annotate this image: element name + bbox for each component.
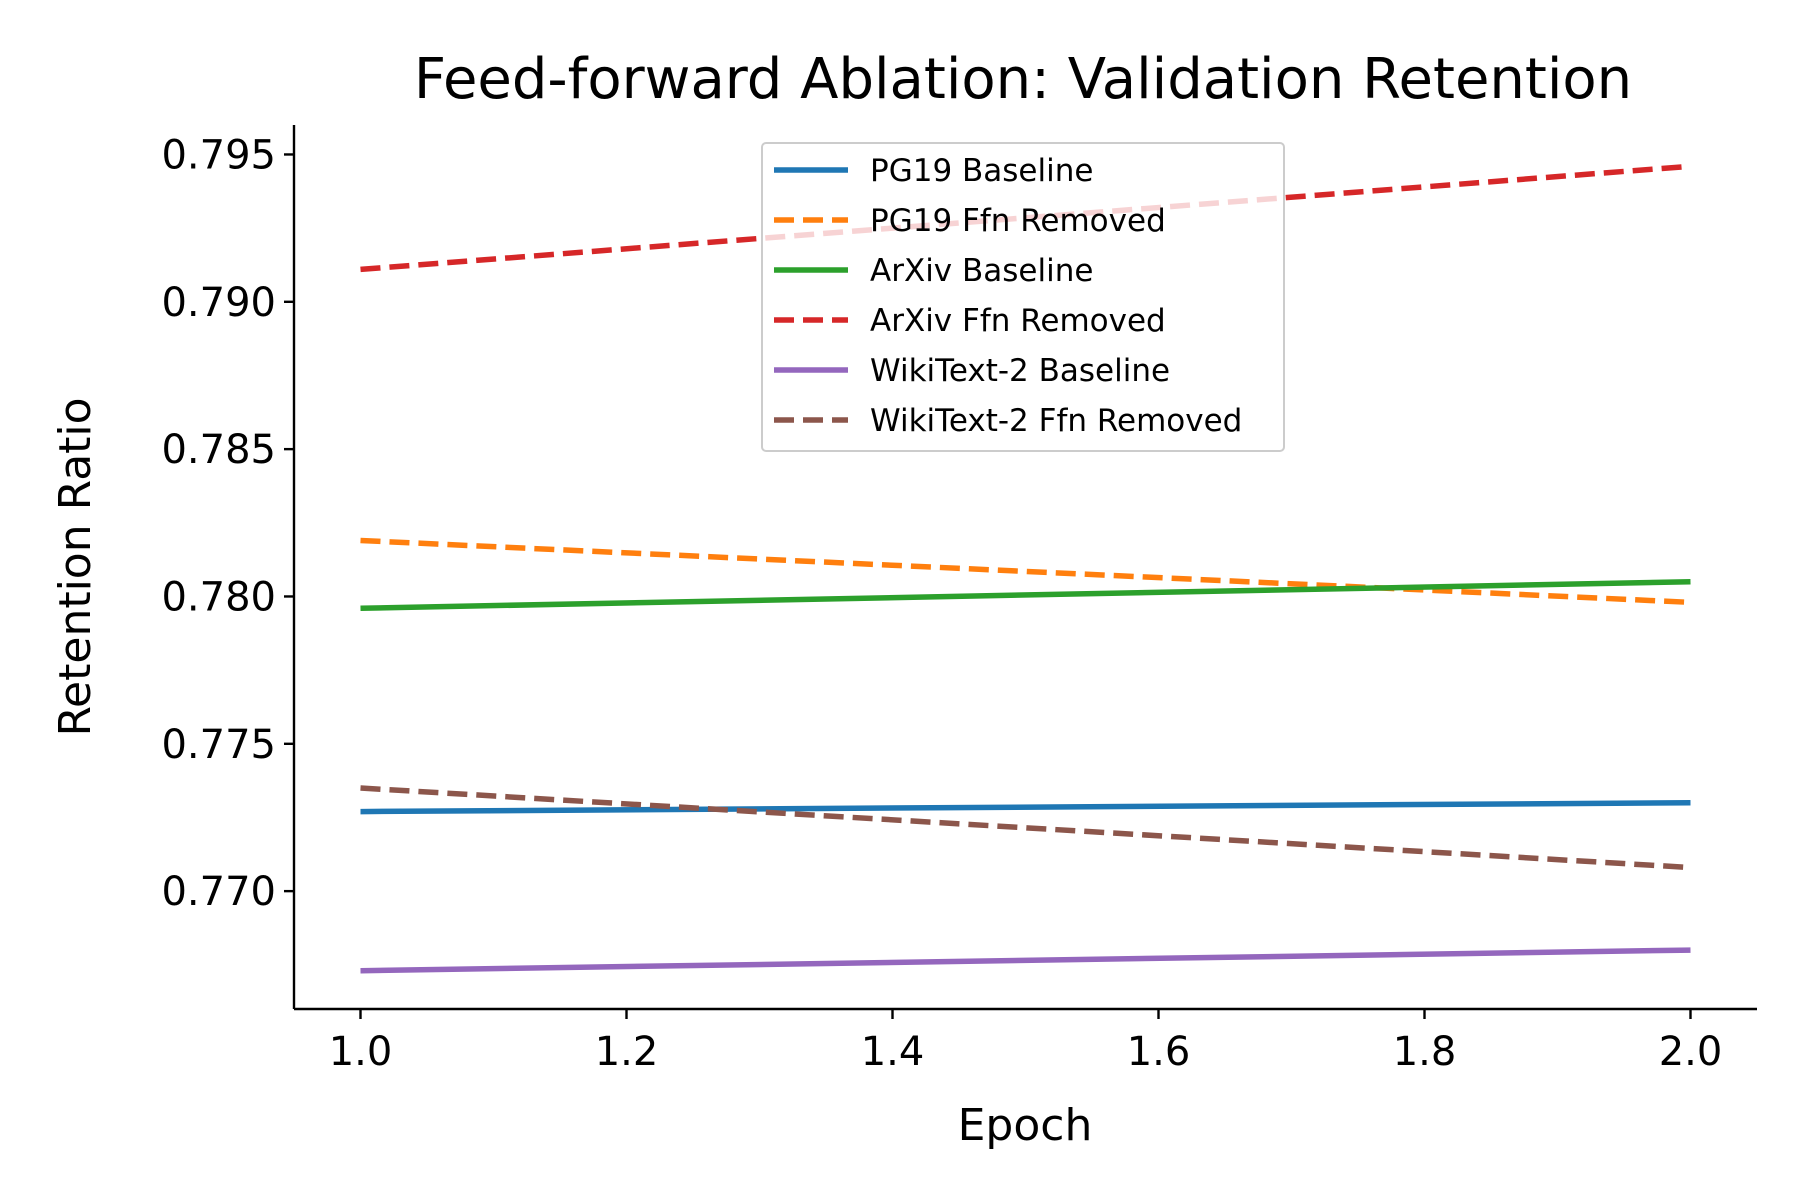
x-tick-label: 2.0 bbox=[1659, 1029, 1723, 1075]
y-ticks: 0.770 0.775 0.780 0.785 0.790 0.795 bbox=[161, 132, 294, 915]
y-tick-label: 0.775 bbox=[161, 722, 276, 768]
legend-box bbox=[761, 142, 1285, 452]
x-tick-label: 1.2 bbox=[595, 1029, 659, 1075]
x-axis-title: Epoch bbox=[958, 1100, 1093, 1151]
chart-title: Feed-forward Ablation: Validation Retent… bbox=[414, 47, 1632, 112]
legend: PG19 Baseline PG19 Ffn Removed ArXiv Basel… bbox=[761, 142, 1285, 452]
x-tick-label: 1.0 bbox=[329, 1029, 393, 1075]
series-line-3 bbox=[360, 578, 1691, 612]
y-tick-label: 0.790 bbox=[161, 280, 276, 326]
legend-label: PG19 Ffn Removed bbox=[870, 203, 1166, 239]
legend-label: WikiText-2 Ffn Removed bbox=[870, 403, 1242, 439]
y-tick-label: 0.780 bbox=[161, 574, 276, 620]
legend-items: PG19 Baseline PG19 Ffn Removed ArXiv Basel… bbox=[774, 153, 1242, 439]
series-line-5 bbox=[360, 947, 1691, 974]
y-tick-label: 0.785 bbox=[161, 427, 276, 473]
series-layer bbox=[360, 163, 1691, 974]
y-axis-title: Retention Ratio bbox=[50, 397, 101, 736]
series-line-1 bbox=[360, 799, 1691, 815]
y-tick-label: 0.770 bbox=[161, 869, 276, 915]
series-line-2 bbox=[360, 537, 1691, 606]
series-line-6 bbox=[360, 785, 1691, 871]
series-line-4 bbox=[360, 163, 1691, 273]
x-tick-label: 1.6 bbox=[1127, 1029, 1191, 1075]
x-tick-label: 1.8 bbox=[1393, 1029, 1457, 1075]
legend-label: PG19 Baseline bbox=[870, 153, 1093, 189]
legend-label: ArXiv Ffn Removed bbox=[870, 303, 1166, 339]
y-tick-label: 0.795 bbox=[161, 132, 276, 178]
legend-label: ArXiv Baseline bbox=[870, 253, 1093, 289]
legend-label: WikiText-2 Baseline bbox=[870, 353, 1170, 389]
x-tick-label: 1.4 bbox=[861, 1029, 925, 1075]
x-ticks: 1.0 1.2 1.4 1.6 1.8 2.0 bbox=[329, 1009, 1723, 1075]
